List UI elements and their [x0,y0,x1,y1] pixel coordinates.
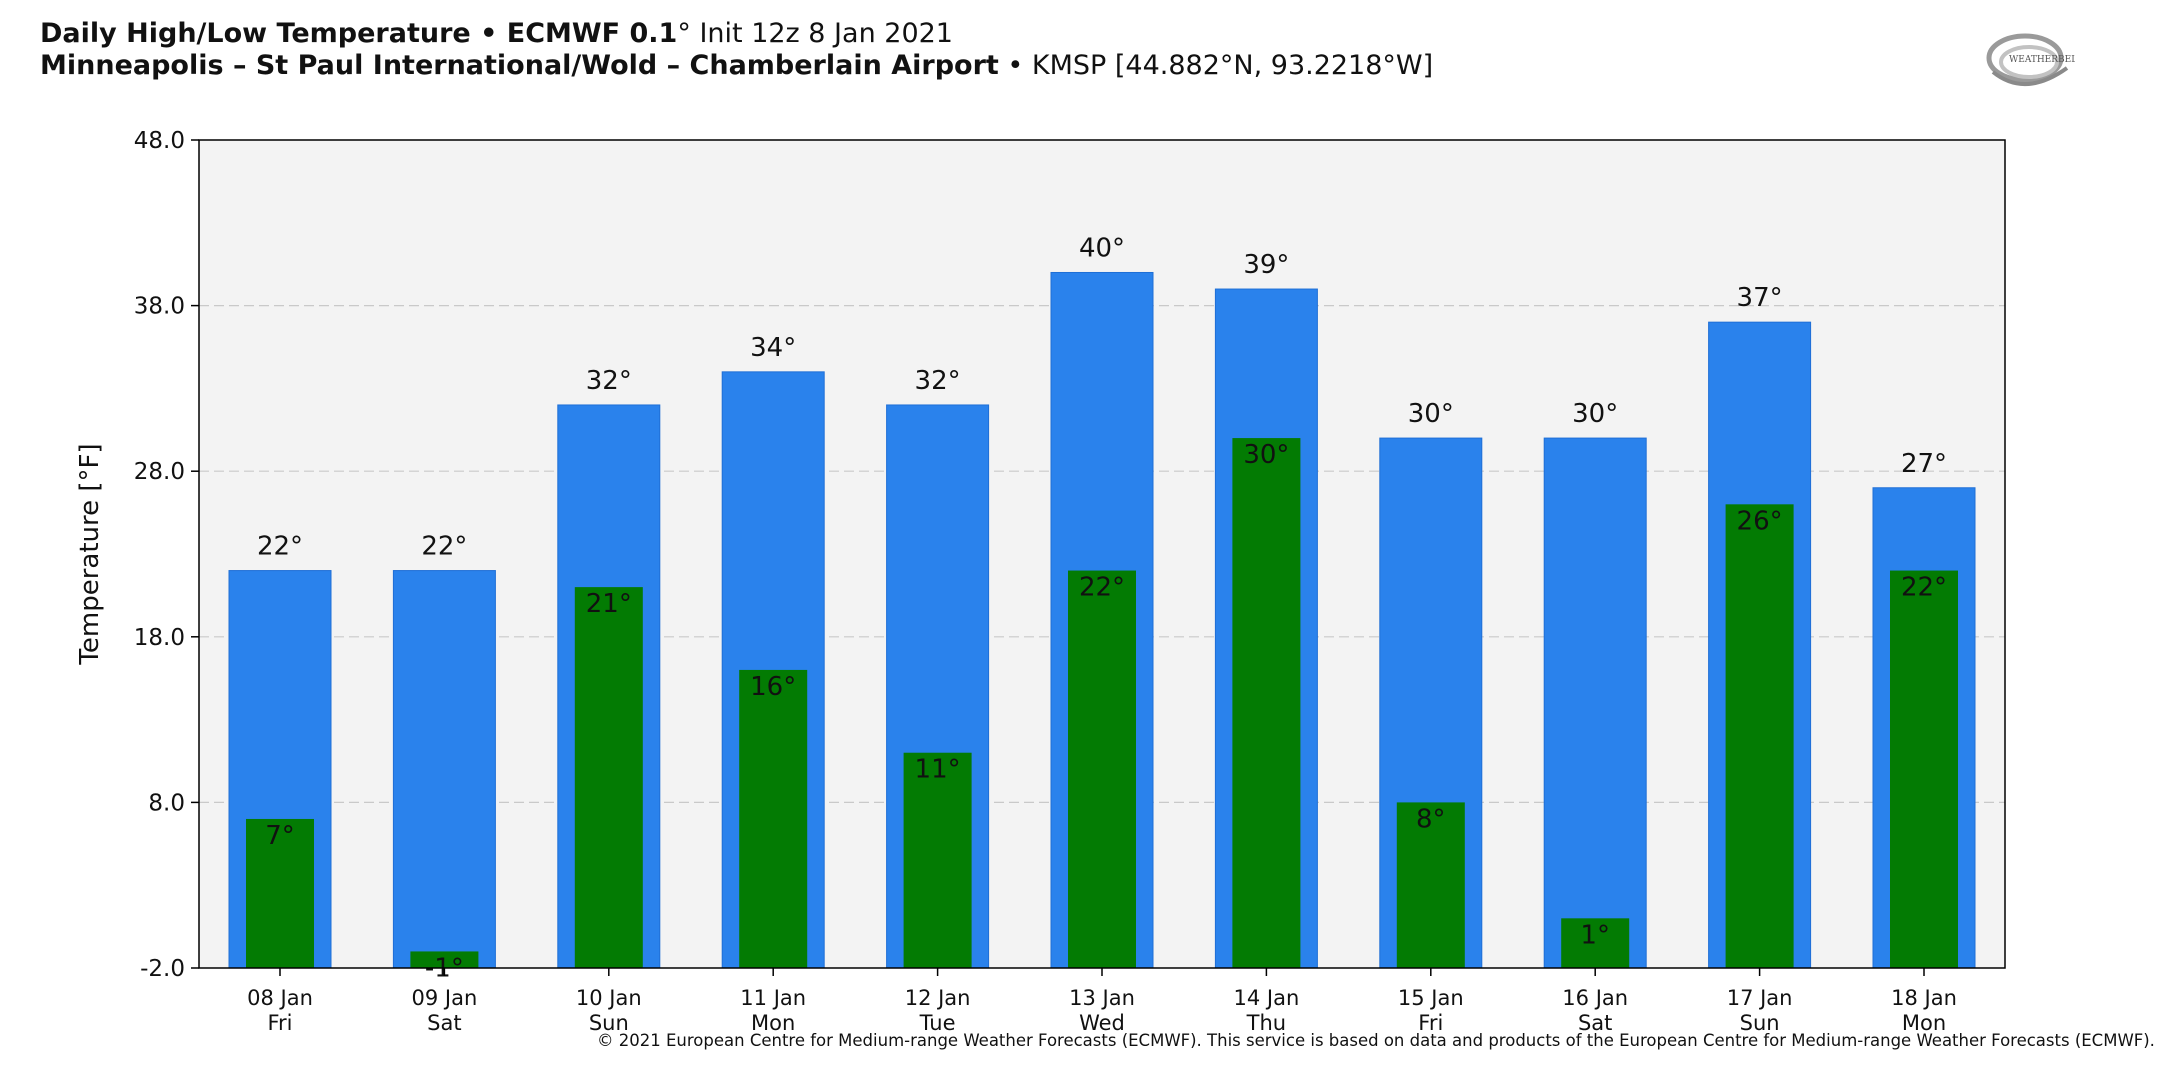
x-tick-date: 13 Jan [1069,986,1135,1010]
low-label: 30° [1243,440,1289,470]
weatherbell-logo-icon: WEATHERBELL [1986,33,2075,86]
chart-title: Daily High/Low Temperature • ECMWF 0.1° … [40,18,953,49]
y-tick-label: 8.0 [148,790,185,816]
x-tick-day: Sat [427,1011,461,1035]
low-label: 7° [265,821,295,851]
low-bar [1068,570,1136,968]
high-label: 32° [915,366,961,396]
low-bar [246,818,314,968]
copyright-footer: © 2021 European Centre for Medium-range … [597,1031,2155,1050]
low-bar [903,752,972,968]
x-tick-date: 10 Jan [576,986,642,1010]
x-tick-date: 09 Jan [412,986,478,1010]
low-label: 8° [1416,804,1446,834]
high-label: 40° [1079,233,1125,263]
y-tick-label: -2.0 [140,956,185,982]
low-bar [1232,438,1301,969]
high-label: 22° [421,532,467,562]
y-tick-label: 48.0 [134,128,185,154]
bars [228,271,1976,969]
x-tick-day: Mon [1902,1011,1946,1035]
low-label: 26° [1737,506,1783,536]
x-tick-day: Mon [751,1011,795,1035]
y-axis-label: Temperature [°F] [75,443,105,665]
x-tick-day: Sun [1740,1011,1780,1035]
low-label: 16° [750,672,796,702]
x-tick-day: Fri [267,1011,292,1035]
low-label: 1° [1580,920,1610,950]
high-label: 22° [257,532,303,562]
x-tick-day: Thu [1246,1011,1286,1035]
y-tick-label: 18.0 [134,625,185,651]
high-label: 34° [750,333,796,363]
high-label: 39° [1243,250,1289,280]
x-tick-date: 17 Jan [1727,986,1793,1010]
x-tick-date: 15 Jan [1398,986,1464,1010]
station-subtitle: Minneapolis – St Paul International/Wold… [40,50,1434,81]
x-tick-day: Sat [1578,1011,1612,1035]
low-label: 22° [1079,573,1125,603]
high-label: 30° [1408,399,1454,429]
x-tick-date: 08 Jan [247,986,313,1010]
low-bar [410,951,479,968]
x-tick-date: 18 Jan [1891,986,1957,1010]
low-label: 22° [1901,573,1947,603]
low-label: 21° [586,589,632,619]
low-bar [1725,504,1794,968]
high-label: 37° [1737,283,1783,313]
low-label: 11° [915,755,961,785]
high-label: 32° [586,366,632,396]
x-tick-day: Sun [589,1011,629,1035]
high-label: 30° [1572,399,1618,429]
low-bar [1561,918,1630,968]
x-tick-date: 16 Jan [1562,986,1628,1010]
low-bar [574,587,643,968]
high-bar [1543,437,1647,969]
logo-text: WEATHERBELL [2009,55,2075,65]
y-tick-label: 38.0 [134,294,185,320]
y-axis: -2.0 8.0 18.0 28.0 38.0 48.0 [134,128,199,982]
x-tick-day: Tue [919,1011,956,1035]
x-tick-date: 12 Jan [905,986,971,1010]
x-tick-day: Wed [1079,1011,1125,1035]
low-bar [1890,570,1958,968]
low-bar [1396,802,1465,968]
y-tick-label: 28.0 [134,459,185,485]
high-bar [392,570,496,969]
x-tick-date: 14 Jan [1234,986,1300,1010]
low-bar [739,669,808,968]
bar-labels: 22°7°22°-1°32°21°34°16°32°11°40°22°39°30… [257,233,1947,983]
high-label: 27° [1901,449,1947,479]
x-tick-date: 11 Jan [740,986,806,1010]
x-tick-day: Fri [1418,1011,1443,1035]
